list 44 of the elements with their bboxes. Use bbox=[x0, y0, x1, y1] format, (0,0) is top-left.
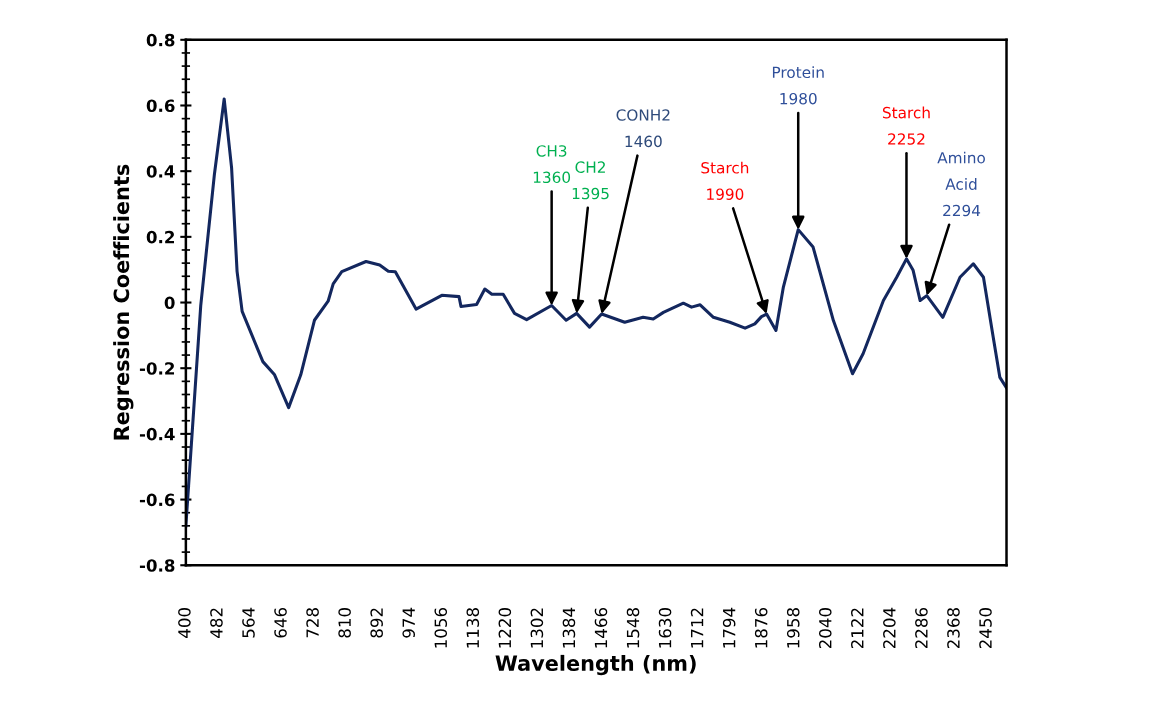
x-tick-label: 1958 bbox=[786, 608, 800, 648]
x-tick-label: 1712 bbox=[690, 608, 704, 648]
y-tick-label: -0.6 bbox=[139, 493, 175, 507]
x-tick-label: 1302 bbox=[530, 608, 544, 648]
x-tick-label: 1466 bbox=[594, 607, 608, 648]
x-tick-label: 400 bbox=[178, 608, 191, 638]
x-tick-label: 892 bbox=[370, 608, 383, 638]
x-tick-label: 1794 bbox=[722, 607, 736, 648]
x-tick-label: 810 bbox=[338, 608, 351, 638]
y-tick-label: 0.6 bbox=[146, 99, 175, 113]
annotation: Protein 1980 bbox=[772, 66, 824, 105]
x-axis-title: Wavelength (nm) bbox=[495, 654, 696, 676]
x-tick-label: 974 bbox=[402, 607, 416, 638]
y-tick-label: 0.2 bbox=[146, 230, 175, 244]
annotation: CH3 1360 bbox=[533, 145, 571, 184]
y-axis-title: Regression Coefficients bbox=[113, 164, 134, 440]
x-tick-label: 1630 bbox=[658, 608, 672, 648]
y-tick-label: -0.8 bbox=[139, 559, 175, 572]
x-tick-label: 2368 bbox=[947, 608, 960, 649]
annotation: CH2 1395 bbox=[572, 161, 609, 200]
x-tick-label: 1548 bbox=[626, 608, 640, 648]
x-tick-label: 1384 bbox=[562, 607, 576, 648]
x-tick-label: 564 bbox=[242, 607, 255, 638]
x-tick-label: 482 bbox=[210, 608, 223, 638]
x-tick-label: 646 bbox=[274, 607, 287, 638]
x-tick-label: 2286 bbox=[915, 607, 928, 649]
x-tick-label: 1056 bbox=[434, 607, 448, 648]
x-tick-label: 2204 bbox=[883, 607, 896, 649]
x-tick-label: 1876 bbox=[754, 607, 768, 648]
x-tick-label: 2040 bbox=[818, 608, 832, 649]
y-tick-label: 0 bbox=[164, 296, 175, 310]
annotation: Starch 1990 bbox=[701, 161, 749, 200]
annotation: Amino Acid 2294 bbox=[937, 151, 985, 217]
x-tick-label: 2122 bbox=[851, 608, 864, 649]
y-tick-label: 0.4 bbox=[146, 165, 175, 178]
x-tick-label: 2450 bbox=[979, 608, 992, 649]
x-tick-label: 1138 bbox=[466, 608, 480, 648]
annotation: CONH2 1460 bbox=[616, 109, 670, 148]
annotation: Starch 2252 bbox=[882, 106, 930, 145]
x-tick-label: 1220 bbox=[498, 608, 512, 648]
y-tick-label: -0.2 bbox=[139, 362, 175, 375]
y-tick-label: -0.4 bbox=[139, 427, 175, 441]
x-tick-label: 728 bbox=[306, 608, 319, 638]
y-tick-label: 0.8 bbox=[146, 33, 175, 47]
